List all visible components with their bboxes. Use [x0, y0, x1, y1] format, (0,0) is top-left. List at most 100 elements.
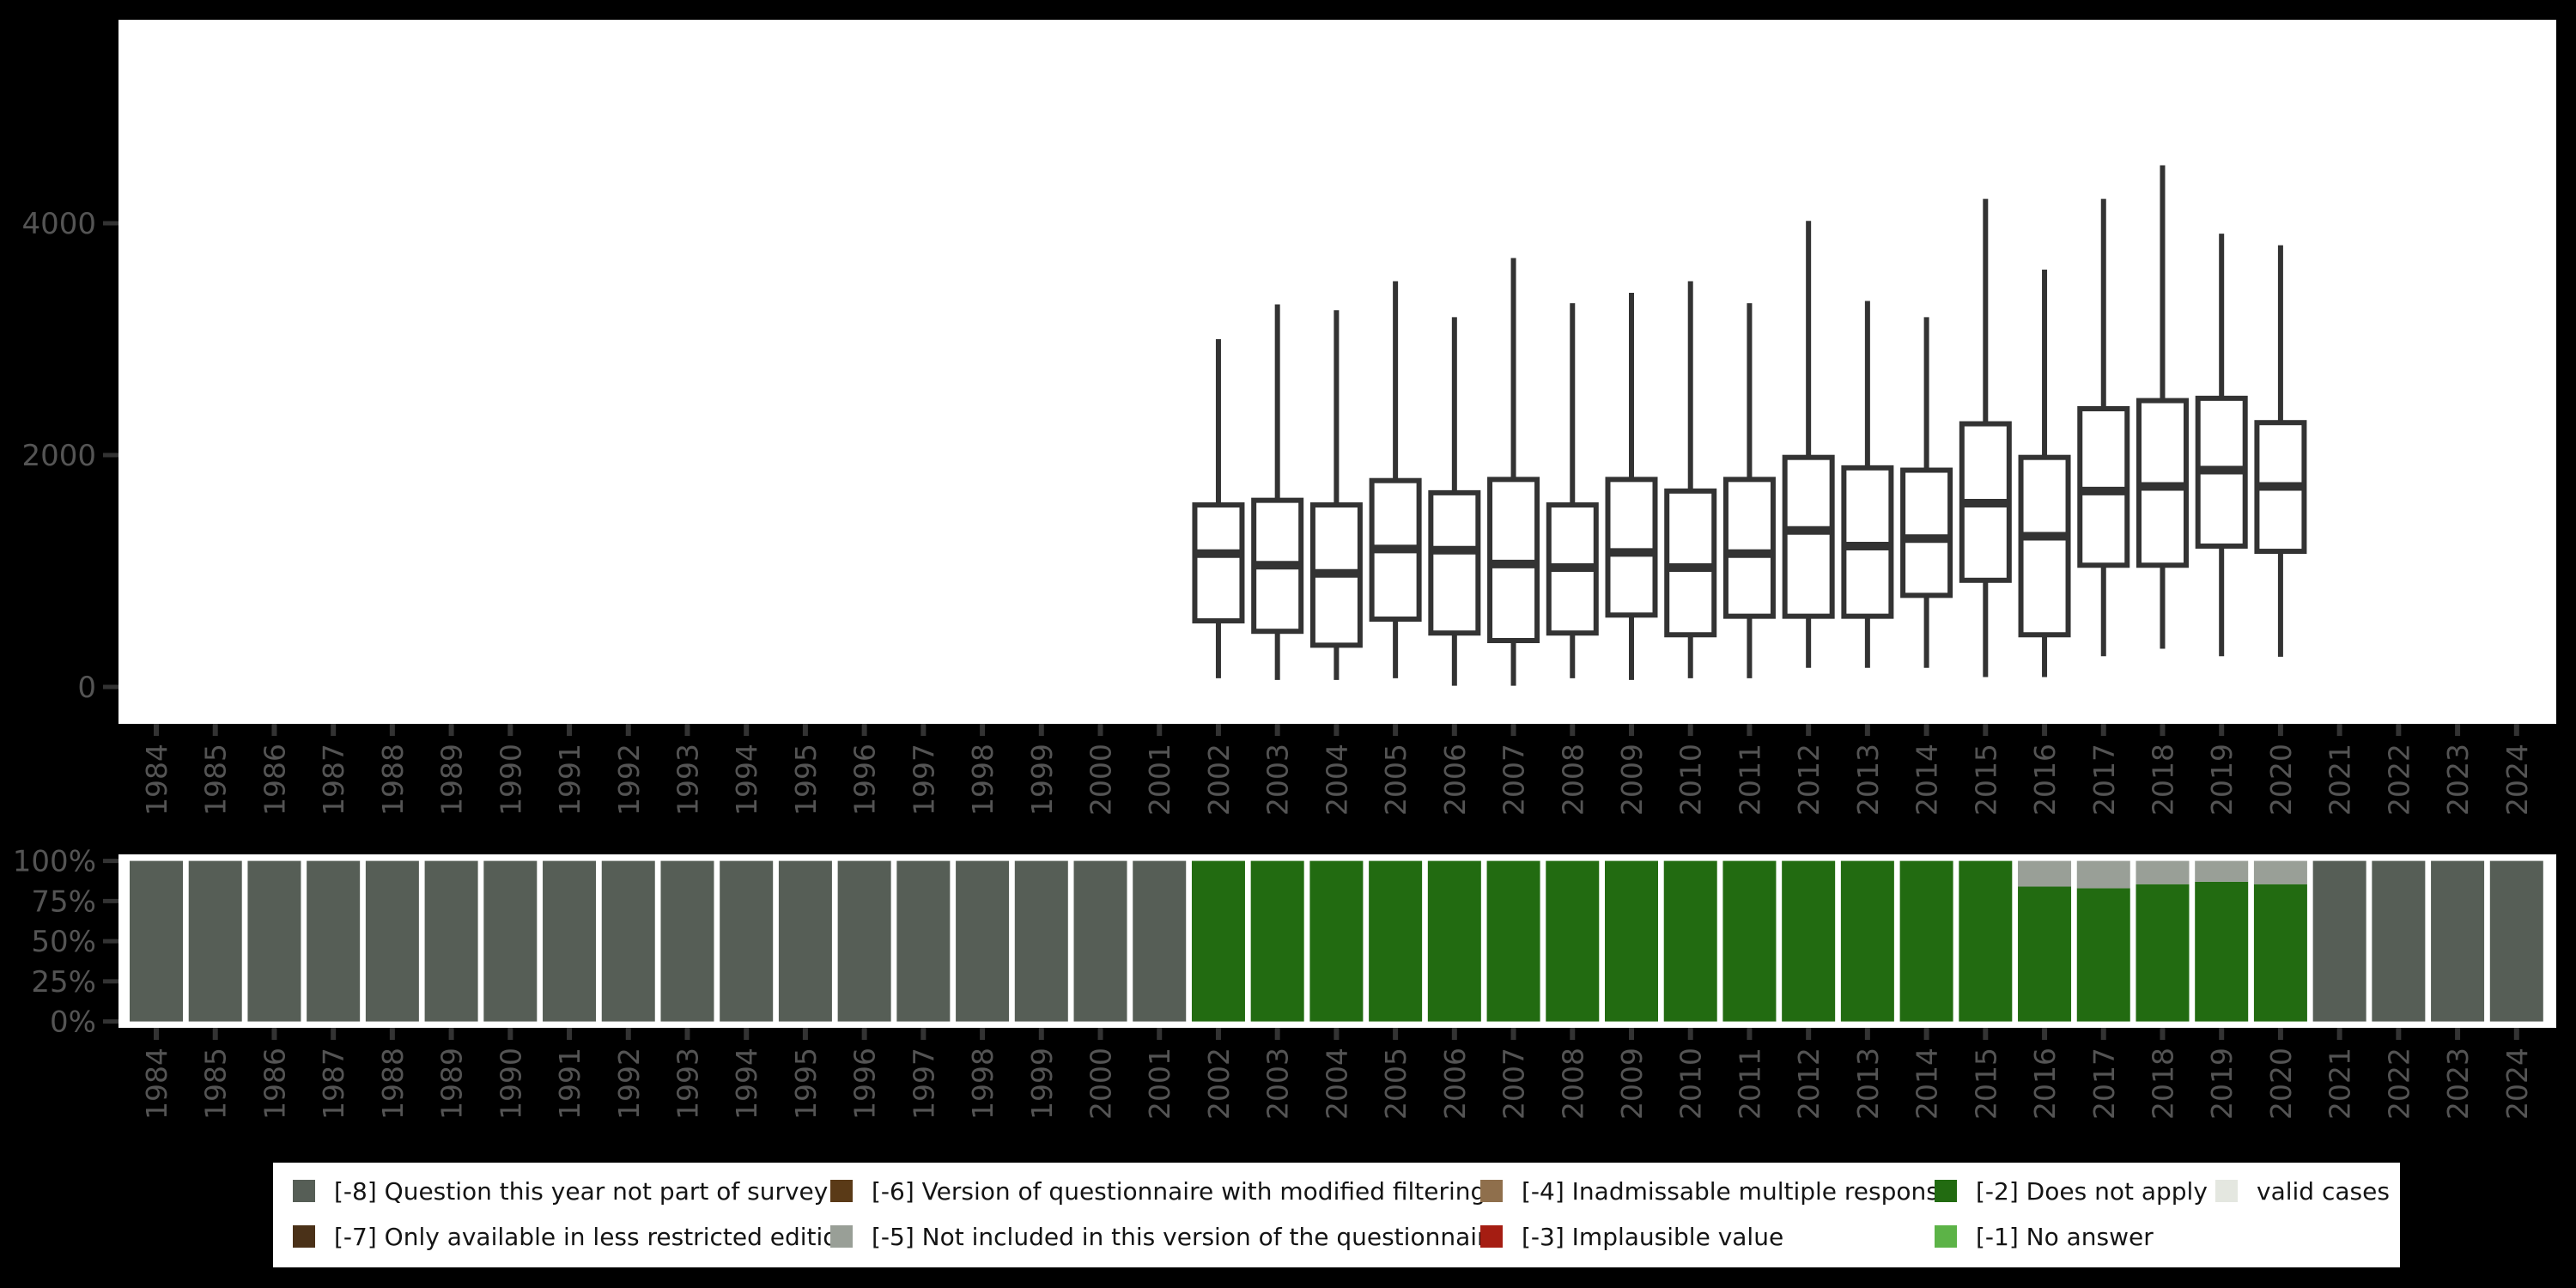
boxplot-2007	[1487, 258, 1540, 686]
bar-year-label: 2001	[1143, 1048, 1176, 1120]
boxplot-year-label: 2010	[1674, 744, 1708, 816]
boxplot-y-tick-label: 0	[77, 671, 96, 705]
legend-swatch--8	[293, 1180, 315, 1202]
boxplot-year-label: 1997	[907, 744, 940, 816]
bar-year-label: 2024	[2500, 1048, 2534, 1120]
bar-segment-2008-code-2	[1546, 860, 1600, 1022]
legend-label--1: [-1] No answer	[1976, 1223, 2154, 1251]
boxplot-year-label: 2007	[1498, 744, 1531, 816]
boxplot-year-label: 2004	[1320, 744, 1353, 816]
bar-year-label: 1985	[199, 1048, 233, 1120]
iqr-box	[1605, 477, 1658, 618]
boxplot-year-label: 2024	[2500, 744, 2534, 816]
boxplot-year-label: 2011	[1733, 744, 1766, 816]
legend: [-8] Question this year not part of surv…	[273, 1163, 2400, 1267]
boxplot-year-label: 2008	[1556, 744, 1589, 816]
bar-segment-2013-code-2	[1840, 860, 1894, 1022]
boxplot-year-label: 2013	[1851, 744, 1885, 816]
boxplot-2015	[1959, 198, 2012, 677]
bar-year-label: 2023	[2441, 1048, 2475, 1120]
boxplot-2017	[2077, 198, 2130, 657]
bar-year-label: 2011	[1733, 1048, 1766, 1120]
legend-swatch--3	[1480, 1225, 1503, 1248]
boxplot-year-label: 1985	[199, 744, 233, 816]
legend-swatch--1	[1935, 1225, 1957, 1248]
boxplot-year-label: 1995	[789, 744, 823, 816]
boxplot-y-tick-label: 4000	[21, 207, 96, 241]
boxplot-year-label: 1994	[730, 744, 763, 816]
boxplot-year-label: 2020	[2264, 744, 2298, 816]
bar-segment-2007-code-2	[1486, 860, 1540, 1022]
boxplot-2010	[1664, 281, 1717, 678]
bar-year-label: 1987	[317, 1048, 350, 1120]
bar-y-tick-label: 75%	[31, 884, 96, 919]
boxplot-y-tick-label: 2000	[21, 439, 96, 473]
bar-y-tick-label: 25%	[31, 965, 96, 999]
bar-year-label: 2019	[2205, 1048, 2239, 1120]
bar-segment-2023-code-8	[2431, 860, 2485, 1022]
bar-segment-1991-code-8	[543, 860, 597, 1022]
bar-segment-2021-code-8	[2312, 860, 2366, 1022]
iqr-box	[1664, 488, 1717, 638]
boxplot-2013	[1841, 301, 1894, 668]
boxplot-2008	[1546, 303, 1599, 678]
bar-segment-1997-code-8	[896, 860, 951, 1022]
bar-segment-2019-code-2	[2195, 881, 2249, 1022]
bar-year-label: 2007	[1498, 1048, 1531, 1120]
bar-segment-2020-code-5	[2253, 860, 2307, 884]
boxplot-year-label: 1998	[966, 744, 999, 816]
bar-year-label: 2013	[1851, 1048, 1885, 1120]
boxplot-year-label: 2014	[1911, 744, 1944, 816]
bar-year-label: 1984	[140, 1048, 173, 1120]
bar-year-label: 2020	[2264, 1048, 2298, 1120]
bar-segment-1996-code-8	[837, 860, 891, 1022]
iqr-box	[1900, 467, 1953, 598]
bar-y-tick-label: 100%	[13, 845, 96, 879]
bar-segment-1995-code-8	[778, 860, 832, 1022]
boxplot-year-label: 1991	[553, 744, 586, 816]
boxplot-year-label: 1986	[258, 744, 291, 816]
legend-label--4: [-4] Inadmissable multiple response	[1522, 1177, 1954, 1206]
bar-segment-2020-code-2	[2253, 884, 2307, 1022]
bar-segment-2011-code-2	[1722, 860, 1777, 1022]
legend-label--7: [-7] Only available in less restricted e…	[334, 1223, 854, 1251]
boxplot-year-label: 2006	[1438, 744, 1472, 816]
bar-segment-2018-code-5	[2136, 860, 2190, 884]
bar-year-label: 2006	[1438, 1048, 1472, 1120]
boxplot-year-label: 1996	[848, 744, 882, 816]
bar-segment-2001-code-8	[1133, 860, 1187, 1022]
boxplot-year-label: 2012	[1792, 744, 1826, 816]
boxplot-2016	[2018, 270, 2071, 677]
bar-year-label: 1993	[671, 1048, 704, 1120]
legend-label--8: [-8] Question this year not part of surv…	[334, 1177, 829, 1206]
boxplot-2004	[1309, 310, 1363, 680]
bar-year-label: 1992	[612, 1048, 646, 1120]
bar-segment-1988-code-8	[365, 860, 419, 1022]
iqr-box	[2018, 454, 2071, 638]
legend-swatch--4	[1480, 1180, 1503, 1202]
boxplot-year-label: 1990	[494, 744, 527, 816]
legend-swatch-valid	[2215, 1180, 2238, 1202]
iqr-box	[1192, 502, 1245, 624]
boxplot-year-label: 2016	[2028, 744, 2062, 816]
bar-y-tick-label: 0%	[50, 1005, 96, 1040]
bar-year-label: 1999	[1025, 1048, 1059, 1120]
bar-year-label: 2018	[2146, 1048, 2179, 1120]
bar-segment-1989-code-8	[424, 860, 478, 1022]
legend-swatch--2	[1935, 1180, 1957, 1202]
boxplot-2011	[1722, 303, 1776, 678]
bar-year-label: 2005	[1379, 1048, 1413, 1120]
bar-segment-1999-code-8	[1014, 860, 1068, 1022]
bar-segment-2016-code-2	[2018, 886, 2072, 1022]
bar-year-label: 2014	[1911, 1048, 1944, 1120]
boxplot-year-label: 2015	[1969, 744, 2002, 816]
bar-year-label: 1996	[848, 1048, 882, 1120]
bar-segment-1986-code-8	[247, 860, 301, 1022]
boxplot-year-label: 2022	[2382, 744, 2415, 816]
bar-year-label: 2016	[2028, 1048, 2062, 1120]
boxplot-year-label: 2003	[1261, 744, 1295, 816]
bar-year-label: 1998	[966, 1048, 999, 1120]
bar-segment-2000-code-8	[1073, 860, 1127, 1022]
